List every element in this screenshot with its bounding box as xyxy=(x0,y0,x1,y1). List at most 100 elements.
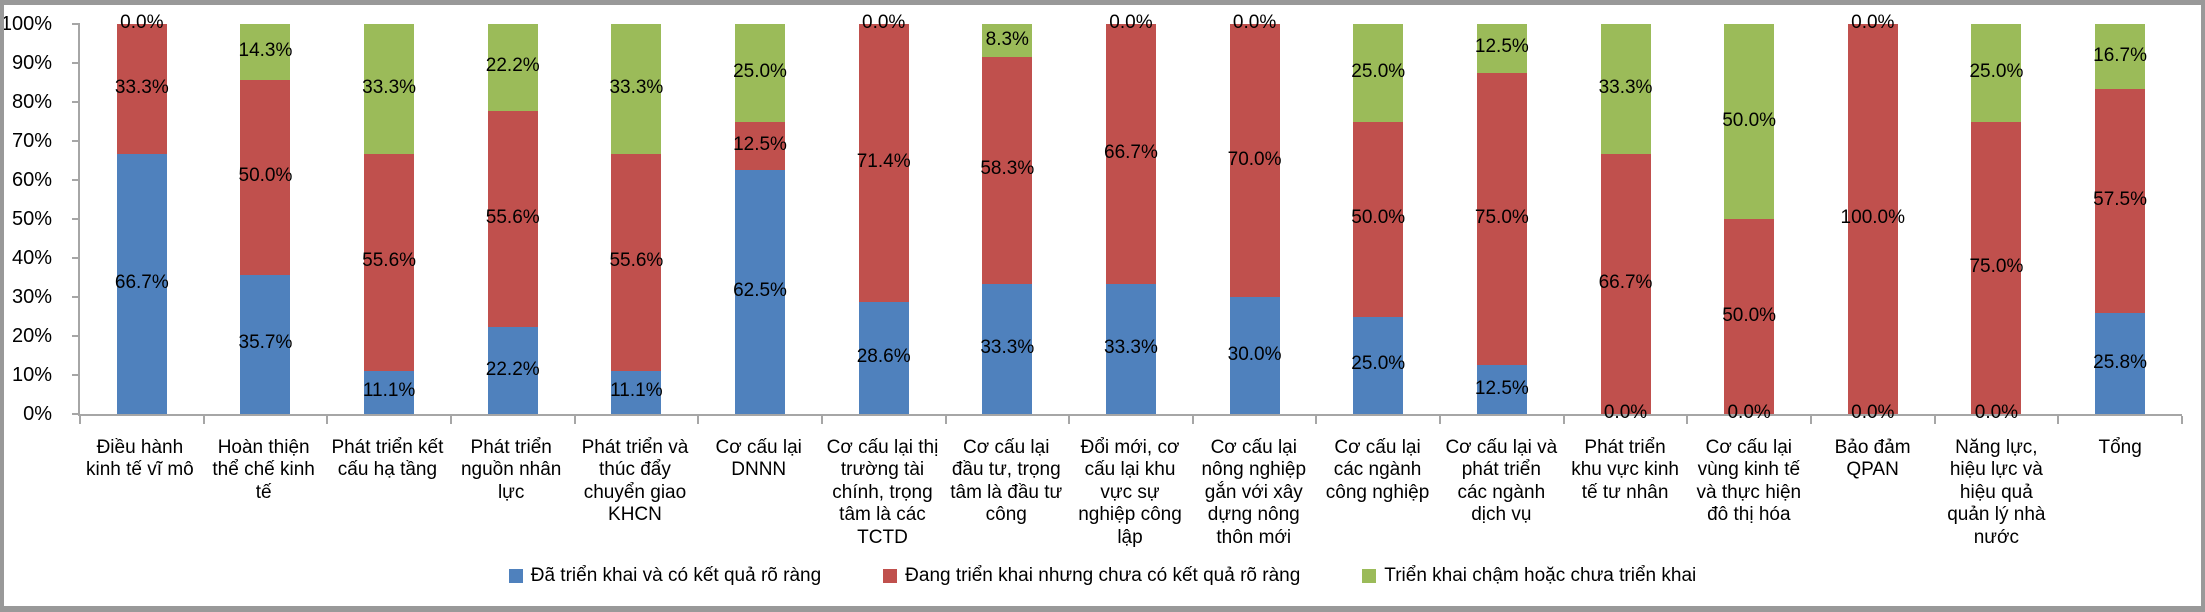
x-axis-tick-mark xyxy=(1810,416,1813,424)
data-label-ongoing: 66.7% xyxy=(1598,271,1653,293)
y-axis-tick-label: 20% xyxy=(11,325,52,347)
legend-swatch-completed xyxy=(508,569,523,583)
y-axis-tick-mark xyxy=(72,257,80,259)
data-label-completed: 25.0% xyxy=(1351,353,1406,375)
data-label-delayed: 33.3% xyxy=(1598,76,1653,98)
data-label-completed: 25.8% xyxy=(2093,351,2147,373)
bar-segment-ongoing xyxy=(487,110,538,328)
x-axis-tick-mark xyxy=(2057,416,2060,424)
category-label: Năng lực, hiệu lực và hiệu quả quản lý n… xyxy=(1947,437,2046,548)
data-label-delayed: 8.3% xyxy=(985,28,1029,50)
y-axis-tick-mark xyxy=(72,374,80,376)
plot-area: 66.7% 33.3% 0.0% 35.7% 50.0% 14.3% 11.1% 55.6% 3… xyxy=(4,12,2183,425)
category-slot: 28.6% 71.4% 0.0% xyxy=(822,12,946,414)
data-label-delayed: 50.0% xyxy=(1722,109,1777,131)
category-label: Phát triển nguồn nhân lực xyxy=(460,437,562,503)
bar-segment-completed xyxy=(1229,297,1280,414)
bar-segment-completed xyxy=(116,153,167,414)
stacked-bar: 11.1% 55.6% 33.3% xyxy=(362,24,417,414)
data-label-delayed: 0.0% xyxy=(1851,12,1895,33)
y-axis-tick-mark xyxy=(72,101,80,103)
bar-segment-completed xyxy=(982,284,1033,414)
category-label: Hoàn thiện thể chế kinh tế xyxy=(212,437,315,503)
legend-item-completed: Đã triển khai và có kết quả rõ ràng xyxy=(508,565,821,587)
x-axis-tick-mark xyxy=(1068,416,1071,424)
legend-item-ongoing: Đang triển khai nhưng chưa có kết quả rõ… xyxy=(883,565,1300,587)
bar-segment-delayed xyxy=(1971,24,2022,122)
data-label-ongoing: 50.0% xyxy=(238,165,293,187)
y-axis-tick-mark xyxy=(72,296,80,298)
stacked-bar: 0.0% 100.0% 0.0% xyxy=(1841,12,1905,423)
bar-segment-delayed xyxy=(982,24,1033,57)
category-slot: 0.0% 66.7% 33.3% xyxy=(1564,24,1688,423)
stacked-bar: 11.1% 55.6% 33.3% xyxy=(609,24,663,414)
stacked-bar: 28.6% 71.4% 0.0% xyxy=(857,12,911,414)
bar-segment-delayed xyxy=(1353,24,1404,122)
bar-segment-delayed xyxy=(1724,24,1775,219)
category-slot: 0.0% 75.0% 25.0% xyxy=(1935,24,2059,423)
category-slot: 0.0% 100.0% 0.0% xyxy=(1811,12,1935,423)
data-label-delayed: 33.3% xyxy=(362,76,417,98)
y-axis-tick-label: 50% xyxy=(11,208,52,230)
data-label-ongoing: 70.0% xyxy=(1227,148,1282,170)
data-label-ongoing: 50.0% xyxy=(1351,207,1406,228)
stacked-bar: 0.0% 50.0% 50.0% xyxy=(1722,24,1777,423)
x-axis-tick-mark xyxy=(697,416,700,424)
stacked-bar: 25.0% 50.0% 25.0% xyxy=(1351,24,1406,414)
category-label: Cơ cấu lại các ngành công nghiệp xyxy=(1325,437,1430,503)
data-label-completed: 22.2% xyxy=(485,358,540,380)
data-label-delayed: 0.0% xyxy=(1109,12,1153,33)
data-label-delayed: 12.5% xyxy=(1474,36,1529,58)
category-slot: 35.7% 50.0% 14.3% xyxy=(204,24,328,414)
category-label: Cơ cấu lại vùng kinh tế và thực hiện đô … xyxy=(1696,437,1802,526)
y-axis-tick-label: 90% xyxy=(11,52,52,74)
category-label: Phát triển và thúc đẩy chuyển giao KHCN xyxy=(581,437,689,526)
data-label-ongoing: 50.0% xyxy=(1722,304,1777,326)
bar-segment-ongoing xyxy=(1847,24,1898,414)
x-axis-tick-mark xyxy=(1933,416,1936,424)
bar-segment-delayed xyxy=(611,24,662,154)
data-label-delayed: 22.2% xyxy=(485,55,540,77)
data-label-completed: 12.5% xyxy=(1474,377,1529,399)
stacked-bar: 66.7% 33.3% 0.0% xyxy=(114,12,169,414)
data-label-delayed: 16.7% xyxy=(2093,44,2147,66)
category-slot: 33.3% 66.7% 0.0% xyxy=(1069,12,1193,414)
category-slot: 25.0% 50.0% 25.0% xyxy=(1316,24,1440,414)
bar-segment-delayed xyxy=(240,24,291,80)
data-label-ongoing: 55.6% xyxy=(485,207,540,228)
bar-segment-delayed xyxy=(1600,24,1651,154)
category-slot: 22.2% 55.6% 22.2% xyxy=(451,24,575,414)
data-label-ongoing: 12.5% xyxy=(733,133,787,155)
data-label-completed: 30.0% xyxy=(1227,343,1282,365)
legend-item-delayed: Triển khai chậm hoặc chưa triển khai xyxy=(1362,565,1696,587)
data-label-delayed: 0.0% xyxy=(120,12,164,33)
legend: Đã triển khai và có kết quả rõ ràng Đang … xyxy=(4,565,2201,587)
y-axis-tick-mark xyxy=(72,140,80,142)
y-axis-tick-mark xyxy=(72,23,80,25)
category-slot: 0.0% 50.0% 50.0% xyxy=(1687,24,1811,423)
data-label-ongoing: 33.3% xyxy=(114,76,169,98)
bar-segment-ongoing xyxy=(735,121,786,171)
bar-segment-ongoing xyxy=(1724,219,1775,414)
data-label-delayed: 14.3% xyxy=(238,39,293,61)
bar-segment-completed xyxy=(1353,316,1404,414)
bar-segment-completed xyxy=(858,302,909,414)
stacked-bar: 22.2% 55.6% 22.2% xyxy=(485,24,540,414)
legend-swatch-ongoing xyxy=(883,569,898,583)
data-label-delayed: 0.0% xyxy=(862,12,906,33)
data-label-delayed: 25.0% xyxy=(1351,60,1406,82)
category-label: Cơ cấu lại DNNN xyxy=(715,437,802,481)
category-label: Đổi mới, cơ cấu lại khu vực sự nghiệp cô… xyxy=(1078,437,1182,548)
data-label-ongoing: 57.5% xyxy=(2093,189,2147,211)
bar-segment-completed xyxy=(364,370,415,414)
data-label-completed: 0.0% xyxy=(1974,402,2019,423)
bar-segment-delayed xyxy=(735,24,786,122)
bar-segment-ongoing xyxy=(1229,24,1280,297)
y-axis-tick-mark xyxy=(72,413,80,415)
bar-segment-delayed xyxy=(2095,24,2146,90)
bar-segment-ongoing xyxy=(1105,24,1156,285)
x-axis-tick-mark xyxy=(573,416,576,424)
y-axis-tick-label: 0% xyxy=(23,403,52,425)
data-label-delayed: 25.0% xyxy=(733,60,787,82)
